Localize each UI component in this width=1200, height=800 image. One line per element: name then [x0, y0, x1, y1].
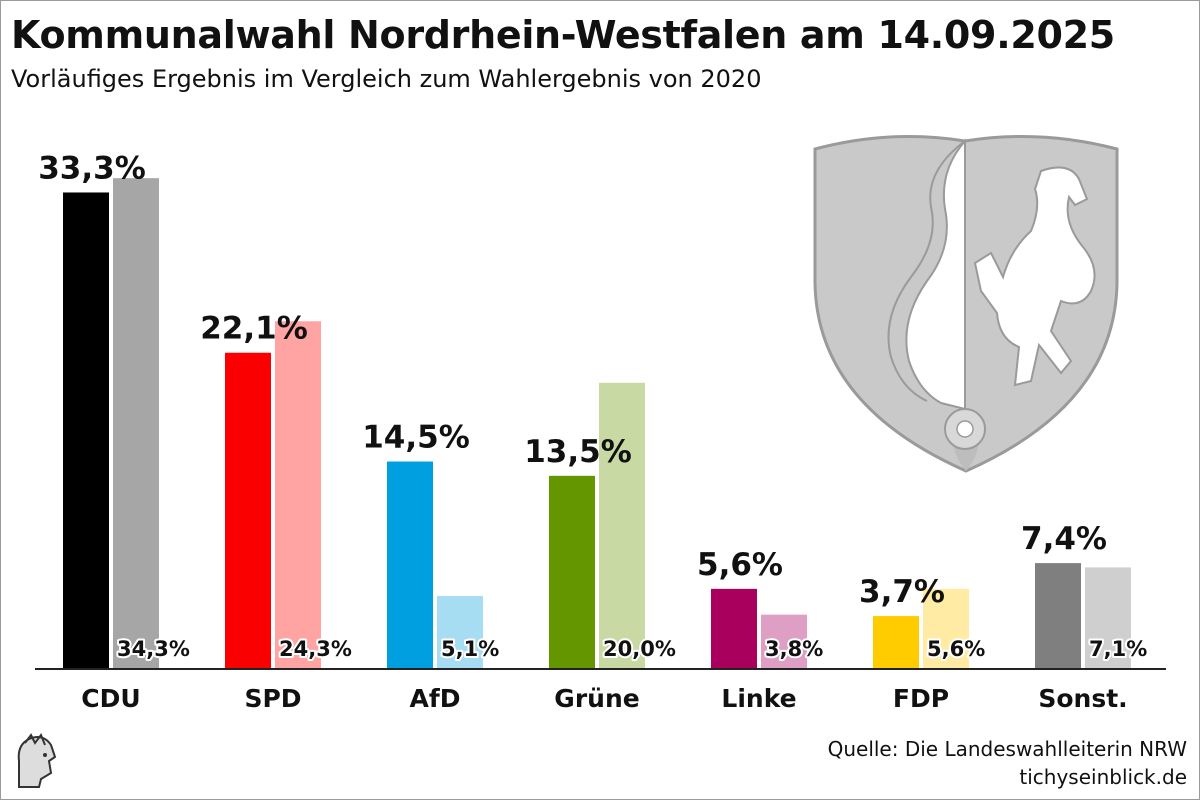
- category-label-linke: Linke: [721, 684, 796, 713]
- value-label-2020-afd: 5,1%: [441, 637, 499, 661]
- value-label-2025-afd: 14,5%: [362, 420, 470, 456]
- chart-title: Kommunalwahl Nordrhein-Westfalen am 14.0…: [11, 13, 1115, 57]
- bar-2025-spd: [225, 352, 271, 669]
- value-label-2020-linke: 3,8%: [765, 637, 823, 661]
- bar-2020-fdp: [923, 588, 969, 669]
- chart-subtitle: Vorläufiges Ergebnis im Vergleich zum Wa…: [11, 65, 762, 93]
- bar-2020-linke: [761, 614, 807, 669]
- value-label-2020-fdp: 5,6%: [927, 637, 985, 661]
- value-label-2025-sonst: 7,4%: [1021, 521, 1107, 557]
- category-label-spd: SPD: [244, 684, 301, 713]
- bar-2020-sonst: [1085, 567, 1131, 669]
- value-label-2020-cdu: 34,3%: [117, 637, 190, 661]
- value-label-2020-sonst: 7,1%: [1089, 637, 1147, 661]
- value-label-2025-spd: 22,1%: [200, 311, 308, 347]
- source-text: Quelle: Die Landeswahlleiterin NRW: [827, 737, 1187, 761]
- category-label-sonst: Sonst.: [1038, 684, 1127, 713]
- category-label-fdp: FDP: [893, 684, 949, 713]
- bar-2020-spd: [275, 321, 321, 669]
- bar-2025-grne: [549, 475, 595, 669]
- category-label-grne: Grüne: [554, 684, 639, 713]
- value-label-2025-linke: 5,6%: [697, 547, 783, 583]
- bar-2025-afd: [387, 461, 433, 669]
- value-label-2025-cdu: 33,3%: [38, 150, 146, 186]
- bar-2020-afd: [437, 596, 483, 669]
- category-label-cdu: CDU: [81, 684, 140, 713]
- value-label-2020-spd: 24,3%: [279, 637, 352, 661]
- tichys-einblick-mark-icon: [11, 731, 59, 788]
- value-label-2025-grne: 13,5%: [524, 434, 632, 470]
- nrw-coat-of-arms-icon: [813, 135, 1119, 473]
- bar-2020-cdu: [113, 178, 159, 670]
- bar-2025-linke: [711, 588, 757, 669]
- bar-2025-fdp: [873, 616, 919, 669]
- value-label-2025-fdp: 3,7%: [859, 574, 945, 610]
- source-note: Quelle: Die Landeswahlleiterin NRW tichy…: [828, 735, 1187, 791]
- category-label-afd: AfD: [410, 684, 461, 713]
- bar-2025-sonst: [1035, 563, 1081, 669]
- bar-2020-grne: [599, 382, 645, 669]
- value-label-2020-grne: 20,0%: [603, 637, 676, 661]
- site-text: tichyseinblick.de: [1019, 765, 1187, 789]
- bar-2025-cdu: [63, 192, 109, 670]
